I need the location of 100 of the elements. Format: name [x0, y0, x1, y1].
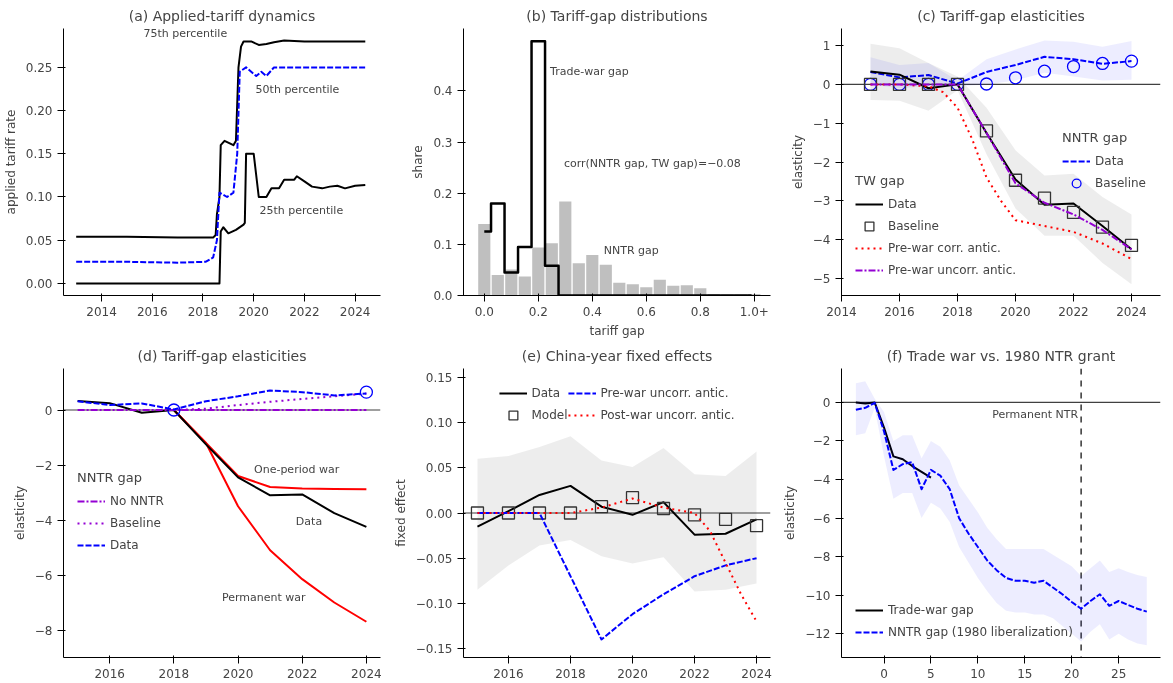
- x-tick-label: 20: [1064, 666, 1080, 681]
- y-tick-label: 0.4: [433, 84, 453, 99]
- x-tick-label: 2024: [1116, 304, 1147, 319]
- x-tick-label: 2024: [351, 666, 382, 681]
- x-tick-label: 2018: [158, 666, 190, 681]
- y-tick-label: −4: [812, 233, 831, 248]
- legend-title: NNTR gap: [77, 469, 144, 485]
- ref-line-label: Permanent NTR: [992, 407, 1079, 421]
- legend-label: Data: [531, 385, 561, 402]
- y-tick-label: 1: [822, 39, 831, 54]
- y-tick-label: 0.00: [25, 276, 53, 291]
- y-tick-label: 0: [822, 395, 831, 410]
- legend-label: Baseline: [110, 514, 161, 532]
- legend-label: Pre-war uncorr. antic.: [888, 262, 1017, 279]
- x-tick-label: 1.0+: [739, 304, 769, 319]
- legend-label: Data: [110, 536, 139, 554]
- legend-label: Data: [1095, 152, 1124, 170]
- annotation: NNTR gap: [603, 243, 659, 257]
- y-tick-label: 0: [44, 403, 53, 418]
- legend-label: Baseline: [1095, 174, 1146, 192]
- y-tick-label: 0.05: [425, 461, 453, 476]
- x-axis-title: tariff gap: [589, 323, 645, 338]
- y-tick-label: 0.10: [425, 416, 453, 431]
- y-tick-label: 0.1: [433, 237, 453, 252]
- y-tick-label: −5: [812, 271, 831, 286]
- y-tick-label: 0.05: [25, 233, 53, 248]
- y-tick-label: −2: [812, 434, 831, 449]
- y-tick-label: 0.3: [433, 135, 453, 150]
- chart-title: (c) Tariff-gap elasticities: [917, 7, 1085, 24]
- y-tick-label: 0.25: [25, 60, 53, 75]
- x-tick-label: 2016: [884, 304, 915, 319]
- x-tick-label: 2014: [826, 304, 857, 319]
- y-tick-label: −4: [34, 513, 53, 528]
- x-tick-label: 5: [927, 666, 935, 681]
- y-axis-title: applied tariff rate: [3, 109, 18, 215]
- y-tick-label: −1: [812, 116, 831, 131]
- y-tick-label: 0.15: [25, 147, 53, 162]
- annotation: corr(NNTR gap, TW gap)=−0.08: [563, 156, 741, 170]
- x-tick-label: 0: [880, 666, 888, 681]
- y-tick-label: 0.00: [425, 506, 453, 521]
- x-tick-label: 2020: [222, 666, 254, 681]
- y-tick-label: 0.2: [433, 186, 453, 201]
- annotation: 75th percentile: [143, 27, 228, 41]
- y-tick-label: −8: [812, 550, 831, 565]
- y-axis-title: share: [411, 145, 426, 179]
- y-tick-label: −12: [805, 627, 831, 642]
- y-tick-label: 0: [822, 77, 831, 92]
- x-tick-label: 0.0: [474, 304, 494, 319]
- y-tick-label: 0.0: [433, 289, 453, 303]
- y-tick-label: 0.10: [25, 190, 53, 205]
- annotation: Data: [295, 515, 323, 529]
- legend-label: Model: [531, 407, 568, 424]
- x-tick-label: 2018: [555, 666, 586, 681]
- chart-title: (d) Tariff-gap elasticities: [137, 347, 307, 364]
- text: TW gap: [855, 173, 905, 188]
- x-tick-label: 2022: [1058, 304, 1089, 319]
- x-tick-label: 2020: [617, 666, 648, 681]
- legend-label: Data: [888, 196, 917, 213]
- y-tick-label: 0.20: [25, 104, 53, 119]
- x-tick-label: 15: [1017, 666, 1033, 681]
- y-tick-label: −0.05: [415, 551, 453, 566]
- annotation: One-period war: [254, 462, 340, 476]
- y-tick-label: −0.15: [415, 641, 453, 656]
- chart-title: (f) Trade war vs. 1980 NTR grant: [886, 347, 1116, 364]
- x-tick-label: 2016: [136, 304, 168, 319]
- x-tick-label: 2016: [94, 666, 125, 681]
- annotation: 25th percentile: [259, 204, 344, 218]
- x-tick-label: 2018: [187, 304, 219, 319]
- x-tick-label: 0.8: [690, 304, 710, 319]
- legend-label: Post-war uncorr. antic.: [600, 407, 735, 424]
- chart-title: (b) Tariff-gap distributions: [526, 7, 708, 24]
- y-tick-label: −3: [812, 194, 831, 209]
- x-tick-label: 2022: [286, 666, 318, 681]
- y-tick-label: −8: [34, 623, 53, 638]
- x-tick-label: 2018: [942, 304, 973, 319]
- chart-title: (a) Applied-tariff dynamics: [128, 7, 316, 24]
- legend-label: Baseline: [888, 218, 939, 235]
- legend-label: Trade-war gap: [888, 602, 974, 619]
- y-axis-title: elasticity: [790, 134, 805, 190]
- y-tick-label: 0.15: [425, 371, 453, 386]
- legend-label: Pre-war uncorr. antic.: [600, 385, 729, 402]
- x-tick-label: 2024: [339, 304, 371, 319]
- x-tick-label: 2022: [289, 304, 320, 319]
- y-axis-title: fixed effect: [393, 478, 408, 547]
- y-axis-title: elasticity: [12, 485, 27, 541]
- x-tick-label: 2024: [741, 666, 772, 681]
- text: NNTR gap: [1062, 129, 1128, 145]
- y-tick-label: −10: [805, 588, 831, 603]
- annotation: Trade-war gap: [549, 64, 629, 78]
- y-tick-label: −0.10: [415, 596, 453, 611]
- x-tick-label: 0.6: [636, 304, 656, 319]
- x-tick-label: 0.2: [528, 304, 548, 319]
- legend-label: No NNTR: [110, 492, 164, 510]
- chart-title: (e) China-year fixed effects: [521, 347, 713, 364]
- x-tick-label: 2020: [1000, 304, 1031, 319]
- x-tick-label: 0.4: [582, 304, 602, 319]
- annotation: 50th percentile: [255, 83, 340, 97]
- y-axis-title: elasticity: [783, 485, 798, 541]
- x-tick-label: 2022: [679, 666, 710, 681]
- y-tick-label: −6: [812, 511, 831, 526]
